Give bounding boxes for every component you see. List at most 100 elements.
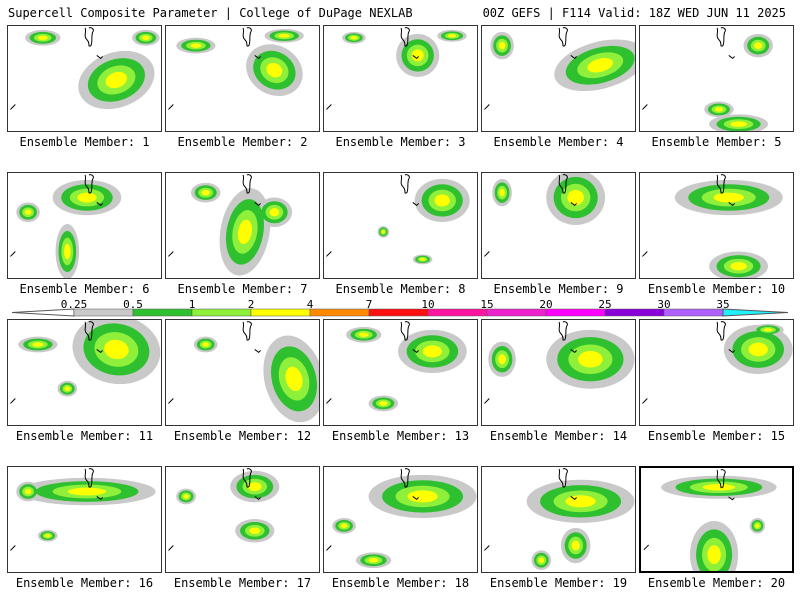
member-label-3: Ensemble Member: 3 [335,135,466,149]
member-map-9[interactable] [481,172,636,279]
scp-field [168,27,304,110]
colorbar-segment [73,308,134,317]
scp-field [168,468,280,551]
scp-field [10,27,160,110]
coastline-fragment [728,349,736,354]
coastline-fragment [326,251,332,257]
colorbar-segment [545,308,606,317]
coastline [716,321,726,341]
colorbar-tick-label: 4 [306,298,314,311]
coastline-fragment [254,496,262,501]
member-label-7: Ensemble Member: 7 [177,282,308,296]
scp-field [642,321,793,404]
coastline-fragment [642,104,648,110]
coastline-fragment [570,496,578,501]
member-label-15: Ensemble Member: 15 [647,429,786,443]
coastline [400,321,410,341]
coastline-fragment [728,496,735,501]
colorbar-segment [309,308,370,317]
member-map-19[interactable] [481,466,636,573]
colorbar-tick-label: 15 [480,298,494,311]
coastline-fragment [728,55,736,60]
member-map-20[interactable] [639,466,794,573]
scp-field [10,320,161,404]
coastline-fragment [570,349,578,354]
colorbar-tick-label: 20 [539,298,553,311]
coastline-fragment [326,104,332,110]
member-label-6: Ensemble Member: 6 [19,282,150,296]
coastline-fragment [10,251,16,257]
coastline [716,174,726,194]
coastline-fragment [642,398,648,404]
coastline-fragment [168,104,174,110]
coastline-fragment [168,251,174,257]
coastline [84,321,94,341]
colorbar-tick-label: 30 [657,298,671,311]
member-label-19: Ensemble Member: 19 [489,576,628,590]
coastline-fragment [96,202,104,207]
coastline-fragment [326,545,332,551]
coastline-fragment [642,251,648,257]
member-map-6[interactable] [7,172,162,279]
colorbar-tick-label: 0.25 [60,298,88,311]
colorbar-scale [12,308,788,317]
header-valid-time: 00Z GEFS | F114 Valid: 18Z WED JUN 11 20… [482,6,786,20]
scp-field [643,469,777,571]
member-map-1[interactable] [7,25,162,132]
member-map-4[interactable] [481,25,636,132]
member-map-8[interactable] [323,172,478,279]
colorbar-segment [486,308,547,317]
member-map-13[interactable] [323,319,478,426]
colorbar-tick-label: 35 [716,298,730,311]
member-label-4: Ensemble Member: 4 [493,135,624,149]
member-map-16[interactable] [7,466,162,573]
coastline-fragment [484,398,490,404]
member-map-15[interactable] [639,319,794,426]
scp-field [484,468,635,571]
member-label-10: Ensemble Member: 10 [647,282,786,296]
coastline [84,468,94,488]
member-map-14[interactable] [481,319,636,426]
scp-field [326,468,477,569]
scp-field [326,321,467,412]
coastline-fragment [254,55,262,60]
scp-field [10,174,122,278]
member-map-3[interactable] [323,25,478,132]
member-map-5[interactable] [639,25,794,132]
member-map-7[interactable] [165,172,320,279]
colorbar-segment [132,308,193,317]
member-label-1: Ensemble Member: 1 [19,135,150,149]
member-label-2: Ensemble Member: 2 [177,135,308,149]
coastline-fragment [10,104,16,110]
member-label-13: Ensemble Member: 13 [331,429,470,443]
scp-field [168,321,319,423]
coastline [400,174,410,194]
coastline-fragment [412,496,420,501]
coastline-fragment [570,202,578,207]
coastline-fragment [412,55,420,60]
member-map-11[interactable] [7,319,162,426]
coastline [84,174,94,194]
scp-field [326,174,470,265]
colorbar-segment [604,308,665,317]
coastline [400,468,410,488]
coastline-fragment [10,398,16,404]
colorbar-segment [663,308,724,317]
member-map-2[interactable] [165,25,320,132]
coastline [242,468,252,488]
member-label-14: Ensemble Member: 14 [489,429,628,443]
member-map-18[interactable] [323,466,478,573]
colorbar-segment [250,308,311,317]
coastline-fragment [728,202,736,207]
member-map-10[interactable] [639,172,794,279]
colorbar-tick-label: 25 [598,298,612,311]
member-label-20: Ensemble Member: 20 [647,576,786,590]
coastline [558,27,568,47]
colorbar-segment [427,308,488,317]
member-label-9: Ensemble Member: 9 [493,282,624,296]
coastline-fragment [96,496,104,501]
coastline [716,27,726,47]
member-label-8: Ensemble Member: 8 [335,282,466,296]
member-map-17[interactable] [165,466,320,573]
member-map-12[interactable] [165,319,320,426]
